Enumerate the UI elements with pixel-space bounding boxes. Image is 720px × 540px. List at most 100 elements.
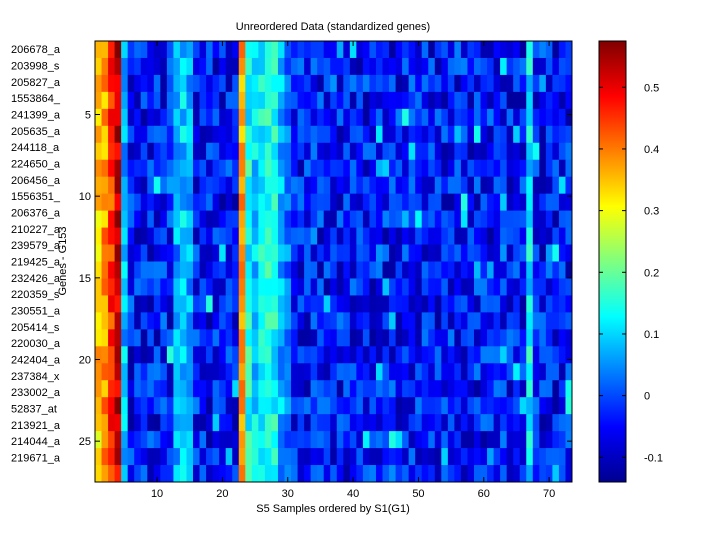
x-tick-label: 30 bbox=[282, 488, 294, 500]
heatmap-cell bbox=[395, 363, 403, 381]
heatmap-cell bbox=[336, 176, 344, 195]
heatmap-cell bbox=[310, 329, 318, 347]
heatmap-cell bbox=[552, 329, 560, 347]
heatmap-cell bbox=[258, 176, 266, 195]
row-label: 220359_s bbox=[11, 289, 60, 301]
heatmap-cell bbox=[395, 295, 403, 313]
heatmap-cell bbox=[519, 74, 527, 93]
heatmap-cell bbox=[284, 329, 292, 347]
heatmap-cell bbox=[127, 57, 135, 76]
heatmap-cell bbox=[349, 414, 357, 432]
heatmap-cell bbox=[238, 431, 246, 449]
heatmap-cell bbox=[408, 244, 416, 262]
heatmap-cell bbox=[193, 261, 200, 279]
heatmap-cell bbox=[375, 176, 383, 195]
heatmap-cell bbox=[460, 244, 468, 262]
heatmap-cell bbox=[101, 176, 109, 195]
heatmap-cell bbox=[114, 346, 122, 364]
heatmap-cell bbox=[121, 193, 129, 212]
heatmap-cell bbox=[526, 142, 534, 161]
heatmap-cell bbox=[356, 244, 364, 262]
heatmap-cell bbox=[552, 295, 560, 313]
heatmap-cell bbox=[480, 159, 488, 178]
heatmap-cell bbox=[480, 329, 488, 347]
heatmap-cell bbox=[467, 193, 475, 212]
heatmap-cell bbox=[291, 312, 298, 330]
heatmap-cell bbox=[219, 125, 227, 144]
heatmap-cell bbox=[356, 465, 364, 483]
heatmap-cell bbox=[454, 244, 462, 262]
heatmap-cell bbox=[258, 261, 266, 279]
heatmap-cell bbox=[258, 142, 266, 161]
row-label: 213921_a bbox=[11, 420, 61, 432]
heatmap-cell bbox=[382, 431, 390, 449]
y-tick-label: 5 bbox=[85, 110, 91, 122]
heatmap-cell bbox=[395, 210, 403, 228]
heatmap-cell bbox=[558, 261, 566, 279]
heatmap-cell bbox=[238, 448, 246, 466]
heatmap-cell bbox=[121, 227, 129, 245]
heatmap-cell bbox=[558, 329, 566, 347]
heatmap-cell bbox=[441, 465, 449, 483]
heatmap-cell bbox=[415, 295, 423, 313]
heatmap-cell bbox=[415, 448, 423, 466]
heatmap-cell bbox=[356, 278, 364, 296]
row-label: 214044_a bbox=[11, 436, 61, 448]
heatmap-cell bbox=[284, 244, 292, 262]
heatmap-cell bbox=[480, 142, 488, 161]
heatmap-cell bbox=[166, 41, 174, 59]
heatmap-cell bbox=[539, 329, 547, 347]
heatmap-cell bbox=[558, 74, 566, 93]
heatmap-cell bbox=[212, 295, 220, 313]
heatmap-cell bbox=[545, 329, 553, 347]
heatmap-cell bbox=[153, 431, 161, 449]
heatmap-cell bbox=[277, 57, 285, 76]
heatmap-cell bbox=[428, 227, 436, 245]
heatmap-cell bbox=[565, 91, 573, 110]
heatmap-cell bbox=[108, 57, 115, 76]
heatmap-cell bbox=[219, 74, 227, 93]
heatmap-cell bbox=[323, 210, 331, 228]
heatmap-cell bbox=[375, 380, 383, 398]
heatmap-cell bbox=[284, 431, 292, 449]
heatmap-cell bbox=[389, 41, 396, 59]
heatmap-cell bbox=[291, 431, 298, 449]
heatmap-cell bbox=[310, 227, 318, 245]
heatmap-cell bbox=[251, 244, 259, 262]
heatmap-cell bbox=[147, 244, 155, 262]
heatmap-cell bbox=[173, 244, 181, 262]
heatmap-cell bbox=[493, 397, 501, 415]
heatmap-cell bbox=[558, 41, 566, 59]
heatmap-cell bbox=[140, 312, 148, 330]
heatmap-cell bbox=[160, 159, 168, 178]
heatmap-cell bbox=[179, 125, 187, 144]
heatmap-cell bbox=[127, 244, 135, 262]
heatmap-cell bbox=[506, 397, 514, 415]
heatmap-cell bbox=[134, 329, 142, 347]
heatmap-cell bbox=[317, 91, 325, 110]
heatmap-cell bbox=[114, 57, 122, 76]
heatmap-cell bbox=[369, 108, 377, 127]
heatmap-cell bbox=[108, 380, 115, 398]
heatmap-cell bbox=[415, 431, 423, 449]
heatmap-cell bbox=[558, 312, 566, 330]
heatmap-cell bbox=[441, 227, 449, 245]
heatmap-cell bbox=[245, 380, 253, 398]
heatmap-cell bbox=[415, 227, 423, 245]
heatmap-cells bbox=[95, 41, 573, 483]
heatmap-cell bbox=[101, 346, 109, 364]
heatmap-cell bbox=[225, 193, 233, 212]
heatmap-cell bbox=[545, 346, 553, 364]
heatmap-cell bbox=[349, 142, 357, 161]
heatmap-cell bbox=[428, 142, 436, 161]
heatmap-cell bbox=[127, 261, 135, 279]
heatmap-cell bbox=[114, 261, 122, 279]
heatmap-cell bbox=[362, 227, 370, 245]
heatmap-cell bbox=[219, 193, 227, 212]
heatmap-cell bbox=[454, 193, 462, 212]
heatmap-cell bbox=[101, 159, 109, 178]
heatmap-cell bbox=[467, 74, 475, 93]
heatmap-cell bbox=[251, 176, 259, 195]
heatmap-cell bbox=[487, 465, 494, 483]
heatmap-cell bbox=[330, 210, 338, 228]
